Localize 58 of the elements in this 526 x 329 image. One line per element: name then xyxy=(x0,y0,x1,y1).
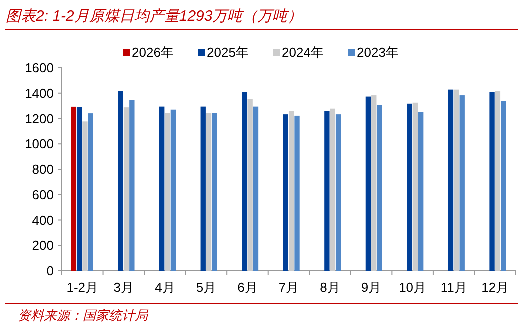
bar xyxy=(418,112,424,271)
bar xyxy=(336,114,342,271)
x-tick-label: 8月 xyxy=(320,280,340,295)
y-tick-label: 600 xyxy=(32,187,54,202)
y-tick-label: 1200 xyxy=(25,111,54,126)
bar xyxy=(248,99,253,271)
bar xyxy=(212,113,218,271)
chart-title: 图表2: 1-2月原煤日均产量1293万吨（万吨） xyxy=(6,8,303,25)
bar xyxy=(130,100,135,271)
x-tick-label: 3月 xyxy=(114,280,134,295)
bar xyxy=(377,105,382,271)
bar xyxy=(324,111,330,271)
legend-label: 2025年 xyxy=(207,45,249,60)
y-tick-label: 1000 xyxy=(25,136,54,152)
bar xyxy=(448,90,454,271)
y-tick-label: 1400 xyxy=(25,86,54,101)
bar xyxy=(407,104,412,271)
bar xyxy=(118,91,124,271)
bar xyxy=(330,108,336,271)
bar xyxy=(170,110,176,271)
bar xyxy=(490,92,495,271)
bar xyxy=(501,101,506,271)
legend-label: 2024年 xyxy=(282,45,324,60)
x-tick-label: 5月 xyxy=(196,280,217,295)
legend-label: 2026年 xyxy=(132,45,174,60)
x-tick-label: 10月 xyxy=(399,280,427,295)
x-tick-label: 7月 xyxy=(278,280,300,295)
bar xyxy=(366,96,372,271)
x-tick-label: 4月 xyxy=(155,280,176,295)
y-tick-label: 0 xyxy=(46,264,54,278)
bar xyxy=(495,91,501,271)
bar xyxy=(294,116,300,271)
bar xyxy=(372,96,377,271)
bar xyxy=(160,106,165,271)
bar xyxy=(454,90,460,271)
bar xyxy=(165,113,170,271)
y-tick-label: 800 xyxy=(32,162,54,177)
text: 资料来源：国家统计局 xyxy=(18,308,149,323)
x-tick-label: 6月 xyxy=(238,280,258,295)
legend-label: 2023年 xyxy=(357,45,399,60)
bar xyxy=(124,108,130,271)
bar xyxy=(242,92,248,271)
bar xyxy=(460,96,465,271)
bar xyxy=(253,106,259,271)
x-tick-label: 1-2月 xyxy=(66,280,99,295)
bar xyxy=(82,122,88,271)
bar xyxy=(412,102,418,271)
bar xyxy=(283,114,288,271)
bar xyxy=(289,111,294,271)
x-tick-label: 9月 xyxy=(361,280,382,295)
bar xyxy=(200,106,206,271)
y-tick-label: 1600 xyxy=(25,60,54,76)
y-tick-label: 400 xyxy=(32,212,54,228)
x-tick-label: 11月 xyxy=(440,280,468,295)
x-tick-label: 12月 xyxy=(482,280,510,295)
y-tick-label: 200 xyxy=(32,238,54,254)
bar xyxy=(88,114,94,271)
bar xyxy=(206,113,212,271)
